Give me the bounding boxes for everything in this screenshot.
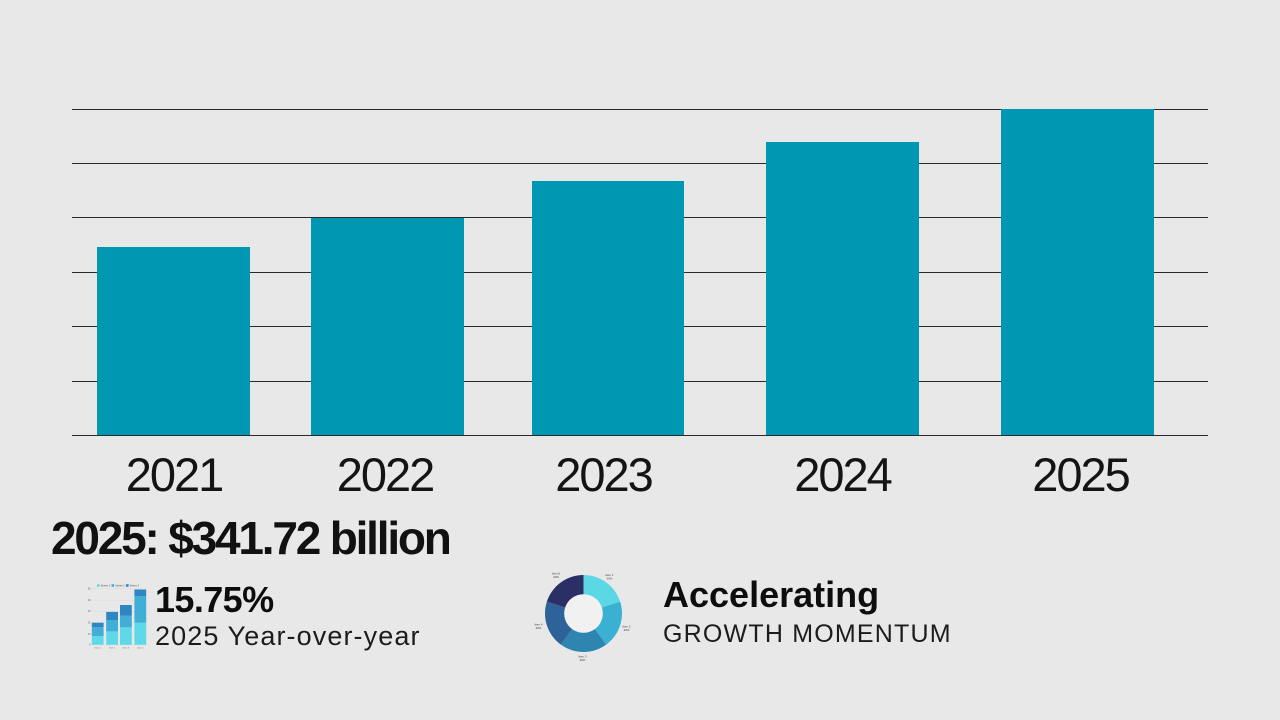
svg-text:Item 3: Item 3 <box>578 655 586 659</box>
svg-text:Item 4: Item 4 <box>534 623 542 627</box>
svg-text:50: 50 <box>88 588 91 591</box>
svg-text:20%: 20% <box>580 658 586 662</box>
svg-text:20%: 20% <box>553 575 559 579</box>
svg-text:Item 4: Item 4 <box>137 647 144 650</box>
svg-text:30: 30 <box>88 610 91 613</box>
svg-text:Series 1: Series 1 <box>101 584 111 588</box>
svg-text:0: 0 <box>89 644 91 647</box>
svg-text:Item 5: Item 5 <box>552 572 560 576</box>
svg-text:Item 1: Item 1 <box>605 573 613 577</box>
svg-text:20: 20 <box>88 622 91 625</box>
svg-text:20%: 20% <box>607 577 613 581</box>
svg-text:20%: 20% <box>536 626 542 630</box>
svg-text:40: 40 <box>88 599 91 602</box>
svg-text:Item 1: Item 1 <box>95 647 102 650</box>
svg-text:Series 3: Series 3 <box>130 584 140 588</box>
svg-text:Series 2: Series 2 <box>115 584 125 588</box>
svg-text:Item 2: Item 2 <box>622 625 630 629</box>
svg-text:Item 2: Item 2 <box>109 647 116 650</box>
svg-text:Item 3: Item 3 <box>123 647 130 650</box>
svg-text:10: 10 <box>88 633 91 636</box>
svg-text:20%: 20% <box>624 628 630 632</box>
